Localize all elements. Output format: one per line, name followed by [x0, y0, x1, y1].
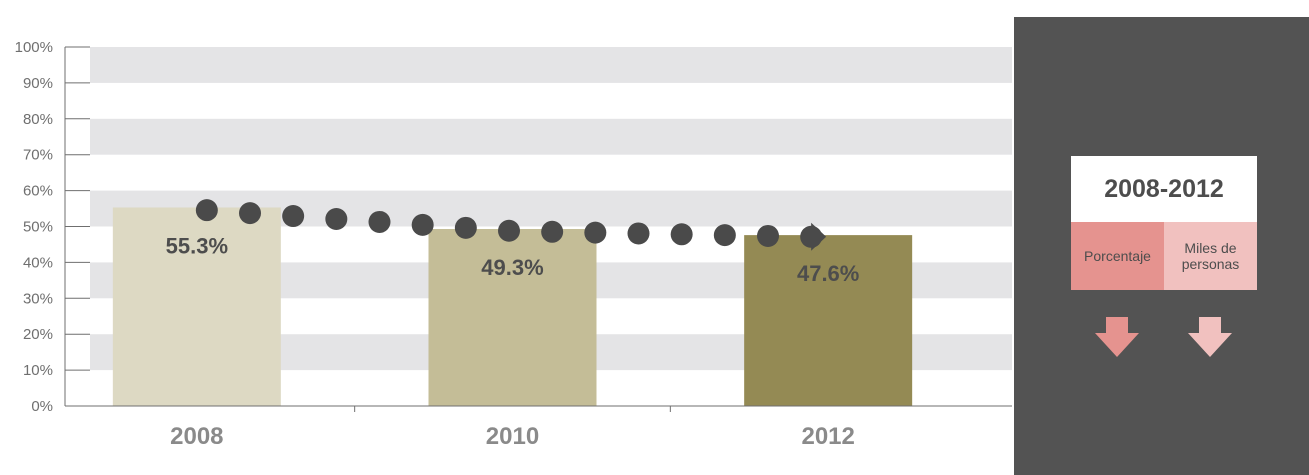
trend-dot: [541, 220, 564, 243]
y-tick-label: 60%: [23, 183, 53, 200]
trend-dot: [282, 205, 305, 228]
trend-dot: [498, 219, 520, 242]
y-tick-label: 100%: [15, 39, 53, 56]
bar-2010: [428, 229, 597, 406]
trend-dot: [757, 224, 779, 247]
trend-dot: [239, 202, 261, 225]
grid-band: [90, 47, 1012, 83]
bar-2012: [744, 235, 913, 406]
x-tick-label: 2010: [486, 423, 539, 450]
legend-item-porcentaje: Porcentaje: [1071, 222, 1164, 290]
y-tick-label: 30%: [23, 290, 53, 307]
legend-row: Porcentaje Miles de personas: [1071, 222, 1257, 290]
bar-chart: 0% 10% 20% 30% 40% 50% 60% 70% 80% 90% 100% 2008 55.…: [15, 39, 1012, 450]
axes: [64, 46, 1012, 412]
legend-panel: 2008-2012 Porcentaje Miles de personas: [1014, 17, 1309, 475]
trend-line: [195, 199, 827, 251]
down-arrow-icon: [1188, 317, 1232, 357]
trend-dot: [411, 213, 434, 236]
trend-dot: [627, 222, 650, 245]
bars: [112, 207, 913, 406]
y-tick-label: 70%: [23, 147, 53, 164]
y-tick-label: 0%: [31, 398, 53, 415]
trend-dot: [195, 199, 218, 222]
trend-dot: [368, 210, 391, 233]
grid-band: [90, 118, 1012, 155]
y-tick-label: 50%: [23, 219, 53, 236]
trend-dot: [670, 223, 693, 246]
data-label: 47.6%: [797, 261, 859, 286]
legend-title: 2008-2012: [1071, 156, 1257, 222]
legend-arrows: [1071, 317, 1257, 357]
trend-arrowhead: [811, 222, 827, 251]
y-tick-label: 20%: [23, 326, 53, 343]
trend-dot: [584, 221, 607, 244]
y-tick-label: 40%: [23, 254, 53, 271]
x-tick-label: 2012: [801, 423, 854, 450]
trend-dot: [454, 216, 477, 239]
data-label: 55.3%: [166, 233, 228, 258]
y-tick-label: 90%: [23, 75, 53, 92]
bar-2008: [112, 207, 281, 406]
trend-dot: [713, 224, 736, 247]
down-arrow-icon: [1095, 317, 1139, 357]
trend-dot: [325, 207, 348, 230]
x-tick-label: 2008: [170, 423, 223, 450]
data-label: 49.3%: [481, 255, 543, 280]
y-tick-label: 10%: [23, 362, 53, 379]
labels: 0% 10% 20% 30% 40% 50% 60% 70% 80% 90% 100% 2008 55.…: [15, 39, 860, 450]
legend-item-miles-de-personas: Miles de personas: [1164, 222, 1257, 290]
y-tick-label: 80%: [23, 111, 53, 128]
legend-box: 2008-2012 Porcentaje Miles de personas: [1071, 156, 1257, 357]
